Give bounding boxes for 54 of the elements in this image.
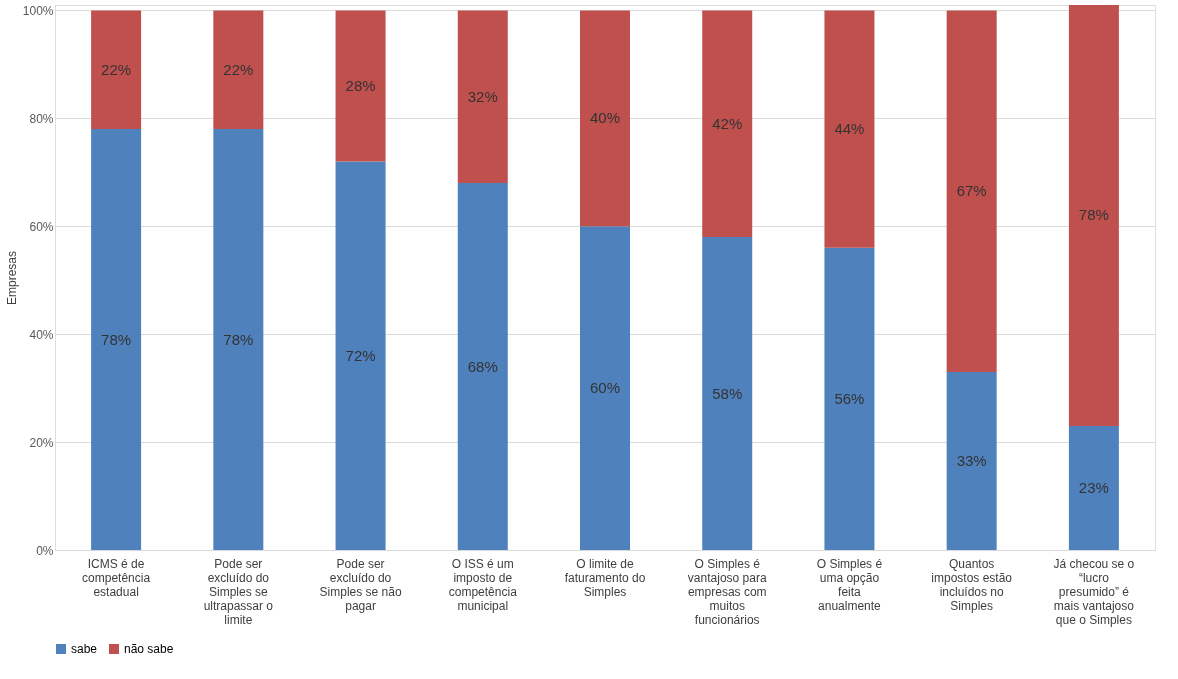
x-tick-label: O Simples é vantajoso para empresas com muitos funcionários bbox=[687, 556, 767, 627]
data-label: 32% bbox=[467, 87, 498, 105]
data-label: 44% bbox=[834, 120, 865, 138]
data-label: 42% bbox=[712, 114, 743, 132]
data-label: 72% bbox=[345, 346, 376, 364]
bar bbox=[335, 161, 386, 550]
bar bbox=[457, 10, 508, 184]
bar bbox=[824, 247, 875, 550]
y-tick-label: 80% bbox=[29, 111, 54, 126]
bar bbox=[335, 10, 386, 162]
bar bbox=[946, 371, 997, 550]
bar bbox=[580, 10, 630, 227]
data-label: 67% bbox=[956, 182, 987, 200]
x-tick-label: Quantos impostos estão incluídos no Simples bbox=[931, 556, 1013, 613]
data-label: 78% bbox=[223, 330, 254, 348]
x-tick-label: O Simples é uma opção feita anualmente bbox=[816, 556, 883, 613]
bar bbox=[1068, 425, 1119, 550]
data-label: 78% bbox=[1078, 206, 1109, 224]
bar bbox=[91, 129, 142, 550]
bar bbox=[946, 10, 997, 372]
data-label: 58% bbox=[712, 384, 743, 402]
y-tick-label: 100% bbox=[22, 3, 54, 18]
data-label: 23% bbox=[1078, 478, 1109, 496]
x-tick-label: Já checou se o “lucro presumido” é mais vantajoso que o Simples bbox=[1053, 556, 1135, 627]
legend-label: não sabe bbox=[124, 642, 174, 656]
x-tick-label: Pode ser excluído do Simples se ultrapassar o limite bbox=[203, 556, 274, 627]
bar bbox=[457, 183, 508, 550]
bar bbox=[213, 10, 264, 130]
x-tick-label: O ISS é um imposto de competência municipal bbox=[448, 556, 518, 613]
data-label: 28% bbox=[345, 76, 376, 94]
legend-label: sabe bbox=[71, 642, 98, 656]
bar bbox=[580, 226, 630, 550]
bar bbox=[91, 10, 142, 130]
y-tick-label: 0% bbox=[36, 543, 54, 558]
bar bbox=[702, 10, 753, 238]
data-label: 40% bbox=[589, 109, 621, 127]
y-tick-label: 20% bbox=[29, 435, 54, 450]
x-tick-label: O limite de faturamento do Simples bbox=[564, 556, 646, 599]
y-axis-title: Empresas bbox=[4, 250, 19, 306]
data-label: 68% bbox=[467, 357, 498, 375]
bar bbox=[824, 10, 875, 248]
bar bbox=[1068, 5, 1119, 426]
data-label: 22% bbox=[101, 60, 132, 78]
bar bbox=[213, 129, 264, 550]
bar bbox=[702, 237, 753, 550]
data-label: 60% bbox=[589, 379, 621, 397]
data-label: 22% bbox=[223, 60, 254, 78]
y-tick-label: 40% bbox=[29, 327, 54, 342]
data-label: 33% bbox=[956, 451, 987, 469]
y-tick-label: 60% bbox=[29, 219, 54, 234]
data-label: 56% bbox=[834, 389, 865, 407]
data-label: 78% bbox=[101, 330, 132, 348]
x-tick-label: Pode ser excluído do Simples se não pagar bbox=[319, 556, 402, 613]
x-tick-label: ICMS é de competência estadual bbox=[82, 556, 151, 599]
